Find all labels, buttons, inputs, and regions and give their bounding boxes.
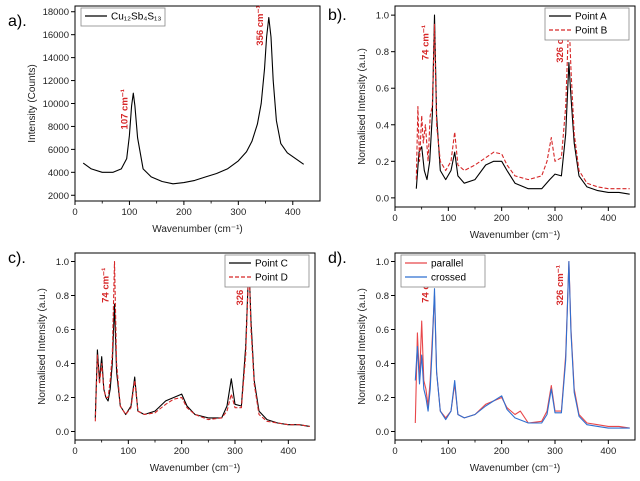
legend-box xyxy=(400,254,486,288)
y-tick-label: 1.0 xyxy=(56,257,69,268)
x-tick-label: 400 xyxy=(600,446,616,457)
x-tick-label: 100 xyxy=(440,446,456,457)
x-tick-label: 200 xyxy=(174,446,190,457)
peak-annotation: 356 cm⁻¹ xyxy=(255,5,266,45)
y-tick-label: 1.0 xyxy=(376,257,389,268)
y-tick-label: 0.2 xyxy=(56,393,69,404)
y-axis-label: Normalised Intensity (a.u.) xyxy=(357,288,368,405)
y-tick-label: 0.4 xyxy=(56,359,69,370)
series-line-crossed xyxy=(414,260,630,429)
x-tick-label: 0 xyxy=(392,213,397,224)
y-tick-label: 6000 xyxy=(48,145,69,156)
peak-annotation: 74 cm⁻¹ xyxy=(100,268,111,303)
chart-panel-2: b). 0 100 200 300 400 0.0 0.2 0.4 0.6 0.8 1.0 Wavenu… xyxy=(328,5,636,241)
legend: Cu₁₂Sb₄S₁₃ xyxy=(80,7,166,27)
y-axis-label: Normalised Intensity (a.u.) xyxy=(37,288,48,405)
y-tick-label: 4000 xyxy=(48,168,69,179)
x-tick-label: 100 xyxy=(120,446,136,457)
x-tick-label: 300 xyxy=(547,446,563,457)
y-tick-label: 0.6 xyxy=(56,325,69,336)
x-tick-label: 100 xyxy=(122,207,138,218)
legend-entry: Point B xyxy=(575,26,608,37)
chart-panel-4: d). 0 100 200 300 400 0.0 0.2 0.4 0.6 0.8 1.0 Wavenu… xyxy=(328,250,636,474)
panel-label: a). xyxy=(8,13,27,30)
legend-entry: Point D xyxy=(255,273,288,284)
panel-label: d). xyxy=(328,250,347,267)
series-line-point-d xyxy=(94,260,310,427)
legend: parallel crossed xyxy=(400,254,486,288)
y-tick-label: 0.8 xyxy=(56,291,69,302)
series-line-point-a xyxy=(415,14,630,195)
x-axis-label: Wavenumber (cm⁻¹) xyxy=(470,230,560,241)
y-tick-label: 2000 xyxy=(48,191,69,202)
peak-annotation: 326 cm⁻¹ xyxy=(555,265,566,305)
y-tick-label: 16000 xyxy=(43,30,69,41)
series-line-cu-sb-s- xyxy=(82,16,305,185)
chart-panel-3: c). 0 100 200 300 400 0.0 0.2 0.4 0.6 0.8 1.0 Wavenu… xyxy=(8,250,316,474)
x-tick-label: 400 xyxy=(280,446,296,457)
panel-label: c). xyxy=(8,250,26,267)
x-tick-label: 300 xyxy=(230,207,246,218)
y-tick-label: 0.2 xyxy=(376,157,389,168)
x-axis-label: Wavenumber (cm⁻¹) xyxy=(470,463,560,474)
x-tick-label: 400 xyxy=(600,213,616,224)
peak-annotation: 326 cm⁻¹ xyxy=(555,22,566,62)
x-tick-label: 300 xyxy=(547,213,563,224)
legend-entry: Point C xyxy=(255,259,288,270)
y-tick-label: 10000 xyxy=(43,99,69,110)
legend: Point A Point B xyxy=(544,7,630,41)
y-tick-label: 0.0 xyxy=(56,427,69,438)
x-tick-label: 200 xyxy=(494,446,510,457)
y-tick-label: 0.8 xyxy=(376,291,389,302)
legend-entry: Point A xyxy=(575,12,607,23)
y-tick-label: 0.4 xyxy=(376,120,389,131)
y-tick-label: 12000 xyxy=(43,76,69,87)
y-tick-label: 0.6 xyxy=(376,84,389,95)
legend: Point C Point D xyxy=(224,254,310,288)
y-tick-label: 0.0 xyxy=(376,427,389,438)
peak-annotation: 107 cm⁻¹ xyxy=(119,89,130,129)
y-tick-label: 14000 xyxy=(43,53,69,64)
legend-entry: parallel xyxy=(431,259,463,270)
x-tick-label: 0 xyxy=(72,446,77,457)
y-tick-label: 0.6 xyxy=(376,325,389,336)
x-tick-label: 0 xyxy=(72,207,77,218)
x-tick-label: 400 xyxy=(285,207,301,218)
x-tick-label: 0 xyxy=(392,446,397,457)
x-axis-label: Wavenumber (cm⁻¹) xyxy=(152,224,242,235)
y-tick-label: 8000 xyxy=(48,122,69,133)
plot-frame xyxy=(394,5,636,208)
chart-panel-1: a). 0 100 200 300 400 2000 4000 6000 8000 10000 120… xyxy=(8,5,321,235)
legend-entry: Cu₁₂Sb₄S₁₃ xyxy=(111,12,161,23)
legend-box xyxy=(80,7,166,27)
y-tick-label: 0.2 xyxy=(376,393,389,404)
legend-box xyxy=(544,7,630,41)
y-tick-label: 0.0 xyxy=(376,193,389,204)
series-line-point-b xyxy=(415,14,630,190)
x-axis-label: Wavenumber (cm⁻¹) xyxy=(150,463,240,474)
x-tick-label: 200 xyxy=(176,207,192,218)
y-axis-label: Intensity (Counts) xyxy=(27,64,38,142)
y-tick-label: 0.8 xyxy=(376,47,389,58)
peak-annotation: 74 cm⁻¹ xyxy=(420,25,431,60)
x-tick-label: 200 xyxy=(494,213,510,224)
panel-label: b). xyxy=(328,7,347,24)
plot-frame xyxy=(394,252,636,441)
legend-box xyxy=(224,254,310,288)
y-tick-label: 0.4 xyxy=(376,359,389,370)
x-tick-label: 100 xyxy=(440,213,456,224)
y-tick-label: 18000 xyxy=(43,7,69,18)
y-axis-label: Normalised Intensity (a.u.) xyxy=(357,48,368,165)
legend-entry: crossed xyxy=(431,273,466,284)
plot-frame xyxy=(74,252,316,441)
x-tick-label: 300 xyxy=(227,446,243,457)
y-tick-label: 1.0 xyxy=(376,11,389,22)
